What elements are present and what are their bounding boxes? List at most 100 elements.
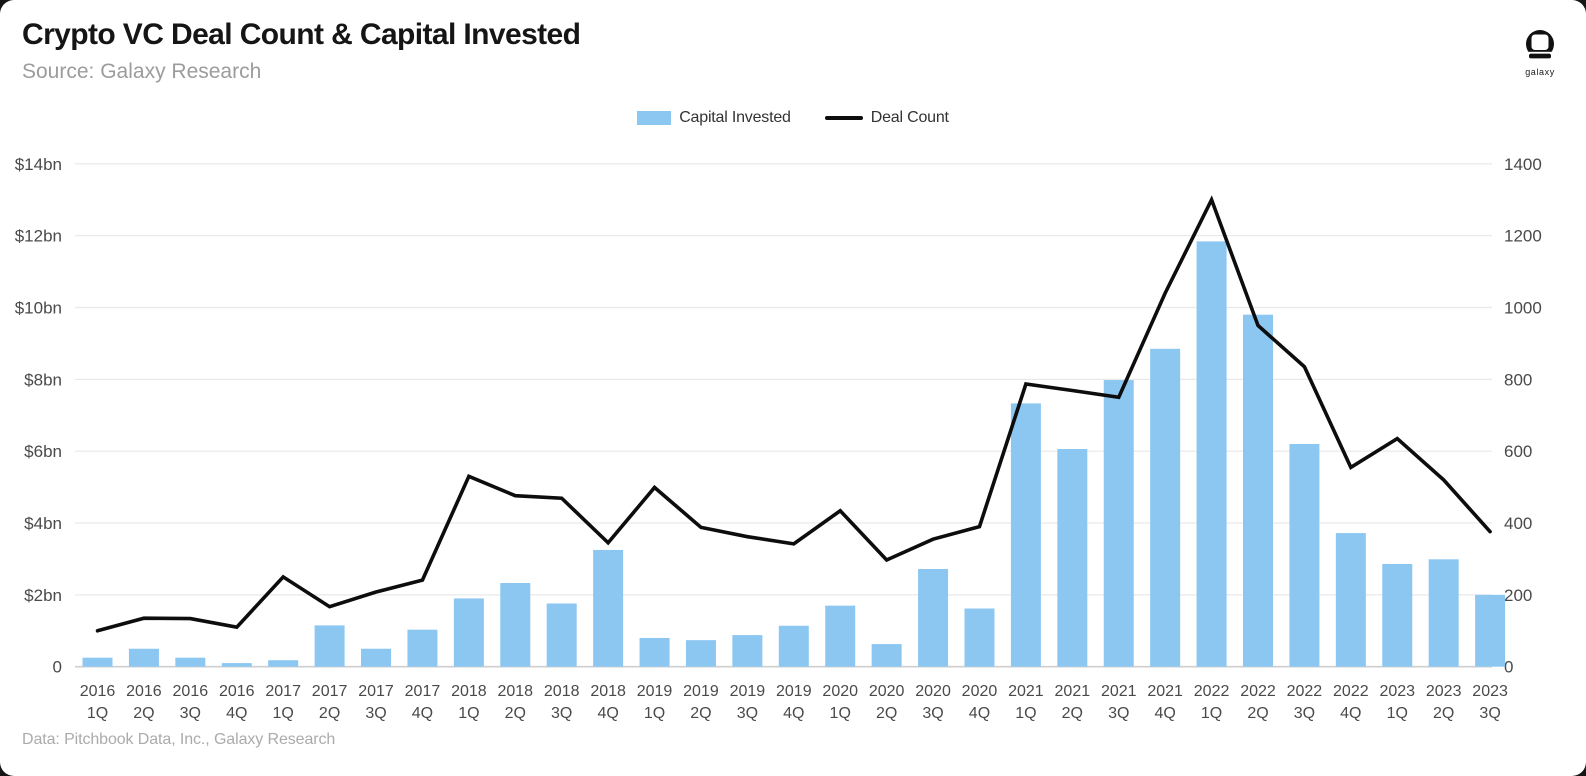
x-tick-year-label: 2020	[962, 683, 998, 700]
x-tick-year-label: 2023	[1426, 683, 1462, 700]
chart-canvas: $14bn 1400 $12bn 1200 $10bn 1000 $8bn 800 $6bn 60…	[15, 155, 1542, 722]
x-tick-year-label: 2022	[1287, 683, 1323, 700]
left-axis-tick-label: $14bn	[15, 155, 62, 174]
source-subtitle: Source: Galaxy Research	[22, 60, 262, 83]
x-tick-year-label: 2020	[822, 683, 858, 700]
x-tick-quarter-label: 2Q	[1062, 705, 1083, 722]
x-tick-quarter-label: 4Q	[226, 705, 247, 722]
x-tick-year-label: 2021	[1147, 683, 1183, 700]
x-tick-quarter-label: 3Q	[365, 705, 386, 722]
bar	[1475, 594, 1506, 667]
x-tick-quarter-label: 4Q	[1154, 705, 1175, 722]
x-tick-quarter-label: 2Q	[505, 705, 526, 722]
x-tick-year-label: 2021	[1101, 683, 1137, 700]
x-tick-quarter-label: 2Q	[690, 705, 711, 722]
x-tick-quarter-label: 3Q	[1108, 705, 1129, 722]
bar	[407, 629, 438, 667]
x-tick-quarter-label: 3Q	[1294, 705, 1315, 722]
bar	[221, 663, 252, 667]
left-axis-tick-label: $6bn	[24, 442, 62, 461]
bar	[1335, 533, 1366, 667]
x-tick-year-label: 2016	[173, 683, 209, 700]
right-axis-tick-label: 1400	[1504, 155, 1542, 174]
right-axis-tick-label: 600	[1504, 442, 1532, 461]
right-axis-tick-label: 800	[1504, 370, 1532, 389]
bar	[964, 608, 995, 667]
capital-invested-swatch-icon	[637, 111, 672, 125]
left-axis-tick-label: $10bn	[15, 299, 62, 318]
deal-count-swatch-icon	[824, 116, 863, 120]
left-axis-tick-label: 0	[53, 658, 62, 677]
x-axis-labels: 2016 1Q 2016 2Q 2016 3Q 2016 4Q 2017 1Q 2017 2Q 2017…	[80, 683, 1508, 722]
x-tick-quarter-label: 3Q	[1479, 705, 1500, 722]
data-credit: Data: Pitchbook Data, Inc., Galaxy Resea…	[22, 731, 336, 748]
bar	[871, 644, 902, 667]
x-tick-quarter-label: 2Q	[1247, 705, 1268, 722]
x-tick-quarter-label: 1Q	[273, 705, 294, 722]
x-tick-year-label: 2018	[451, 683, 487, 700]
page-title: Crypto VC Deal Count & Capital Invested	[22, 18, 581, 51]
chart-area: $14bn 1400 $12bn 1200 $10bn 1000 $8bn 800 $6bn 60…	[0, 130, 1586, 730]
x-tick-year-label: 2019	[683, 683, 719, 700]
bar	[1289, 443, 1320, 667]
bar	[639, 637, 670, 667]
bar	[1243, 314, 1273, 667]
capital-invested-bars	[82, 241, 1506, 667]
chart-legend: Capital Invested Deal Count	[0, 109, 1586, 127]
x-tick-year-label: 2016	[219, 683, 255, 700]
x-tick-quarter-label: 2Q	[876, 705, 897, 722]
legend-item-capital-invested: Capital Invested	[637, 109, 791, 127]
bar	[546, 603, 577, 667]
x-tick-year-label: 2021	[1055, 683, 1091, 700]
left-axis-tick-label: $4bn	[24, 514, 62, 533]
bar	[128, 648, 159, 667]
bar	[593, 549, 624, 667]
legend-label: Capital Invested	[679, 109, 791, 126]
x-tick-quarter-label: 4Q	[412, 705, 433, 722]
x-tick-quarter-label: 1Q	[458, 705, 479, 722]
x-tick-year-label: 2020	[869, 683, 905, 700]
x-tick-quarter-label: 1Q	[644, 705, 665, 722]
deal-count-line	[95, 195, 1492, 633]
x-tick-year-label: 2019	[730, 683, 766, 700]
bar	[1382, 563, 1413, 667]
bar	[1010, 403, 1041, 667]
bar	[314, 625, 345, 667]
left-axis-tick-label: $2bn	[24, 586, 62, 605]
x-tick-year-label: 2020	[915, 683, 951, 700]
x-tick-year-label: 2017	[405, 683, 441, 700]
x-tick-year-label: 2022	[1240, 683, 1276, 700]
x-tick-quarter-label: 1Q	[1387, 705, 1408, 722]
bar	[1150, 348, 1181, 667]
x-tick-quarter-label: 4Q	[1340, 705, 1361, 722]
bar	[825, 605, 856, 667]
x-tick-quarter-label: 1Q	[1201, 705, 1222, 722]
right-axis-tick-label: 1000	[1504, 299, 1542, 318]
x-tick-quarter-label: 4Q	[783, 705, 804, 722]
left-axis-tick-label: $12bn	[15, 227, 62, 246]
x-tick-year-label: 2018	[544, 683, 580, 700]
x-tick-year-label: 2021	[1008, 683, 1044, 700]
galaxy-logo-wordmark: galaxy	[1525, 67, 1555, 77]
x-tick-year-label: 2016	[126, 683, 162, 700]
x-tick-quarter-label: 2Q	[319, 705, 340, 722]
x-tick-quarter-label: 2Q	[133, 705, 154, 722]
bar	[1428, 559, 1459, 667]
galaxy-logo-icon: galaxy	[1525, 30, 1555, 77]
x-tick-quarter-label: 4Q	[597, 705, 618, 722]
left-axis-tick-label: $8bn	[24, 370, 62, 389]
x-tick-quarter-label: 4Q	[969, 705, 990, 722]
x-tick-year-label: 2022	[1333, 683, 1369, 700]
bar	[918, 568, 949, 667]
bar	[1196, 241, 1227, 667]
x-tick-year-label: 2017	[312, 683, 348, 700]
bar	[361, 648, 392, 667]
x-tick-quarter-label: 3Q	[737, 705, 758, 722]
galaxy-logo: galaxy	[1512, 22, 1568, 89]
x-tick-year-label: 2023	[1379, 683, 1415, 700]
bar	[453, 598, 484, 667]
x-tick-year-label: 2017	[358, 683, 394, 700]
bar	[685, 640, 716, 667]
x-tick-year-label: 2022	[1194, 683, 1230, 700]
